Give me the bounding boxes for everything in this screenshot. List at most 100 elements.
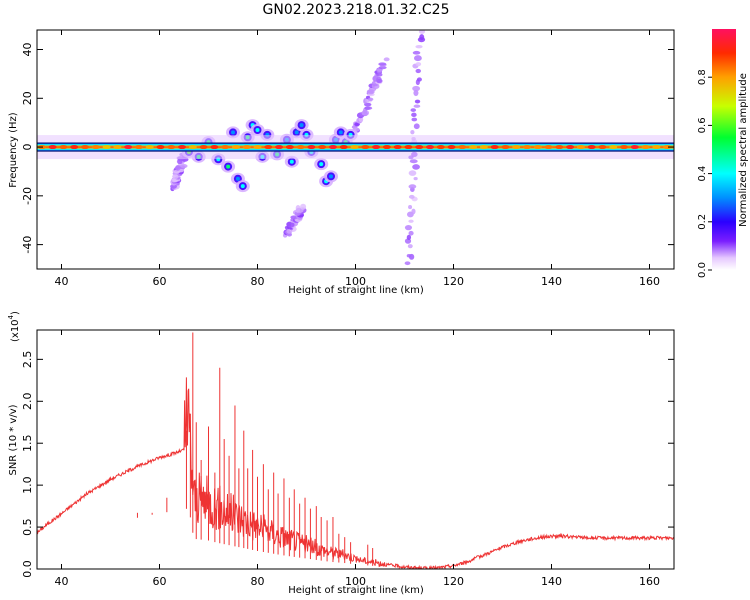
colorbar-gradient [712,29,736,270]
streak-dot [383,57,390,62]
streak-dot [410,130,415,135]
streak-dot [172,174,179,180]
carrier-segment [253,145,262,150]
carrier-segment [188,145,197,150]
x-tick-label: 40 [55,275,69,288]
streak-dot [413,176,418,181]
streak-dot [415,45,423,49]
carrier-segment [124,145,133,150]
streak-dot [354,122,360,127]
snr-xlabel: Height of straight line (km) [288,585,424,596]
streak-dot [376,68,383,72]
blob-core [338,130,343,135]
svg-text:(x104): (x104) [7,311,21,342]
carrier-segment [134,145,143,150]
y-tick-label: 0.0 [21,560,34,578]
carrier-segment [328,145,337,150]
carrier-segment [102,145,111,150]
carrier-segment [566,145,575,150]
x-tick-label: 120 [443,275,464,288]
carrier-segment [156,145,165,150]
colorbar-tick-label: 0.6 [697,117,708,133]
carrier-segment [275,145,284,150]
carrier-segment [598,145,607,150]
carrier-segment [307,145,316,150]
spectrogram-ylabel: Frequency (Hz) [8,112,19,188]
colorbar-tick-label: 0.2 [697,214,708,230]
carrier-segment [425,145,434,150]
y-tick-label: -20 [21,187,34,205]
streak-dot [418,30,426,35]
blob-core [240,184,245,189]
streak-dot [378,62,387,66]
colorbar-label: Normalized spectral amplitude [738,73,749,227]
carrier-segment [469,145,478,150]
blob-core [329,174,333,179]
x-tick-label: 80 [251,275,265,288]
x-tick-label: 140 [541,575,562,588]
streak-dot [413,123,420,130]
carrier-segment [555,145,564,150]
carrier-segment [544,145,553,150]
blob-core [319,162,324,167]
x-tick-label: 60 [153,275,167,288]
carrier-segment [339,145,348,150]
streak-dot [408,170,417,176]
x-tick-label: 40 [55,575,69,588]
carrier-segment [533,145,542,150]
snr-plot-area [37,332,674,569]
colorbar-ticks: 0.0 0.2 0.4 0.6 0.8 [697,69,712,278]
streak-dot [300,203,307,210]
streak-dot [414,55,422,62]
y-tick-label: 40 [21,43,34,57]
blob-core [294,130,299,135]
streak-dot [412,85,421,92]
x-tick-label: 160 [639,575,660,588]
carrier-segment [576,145,585,150]
snr-frame [36,329,675,570]
x-tick-label: 160 [639,275,660,288]
streak-dot [404,261,411,266]
streak-dot [411,112,417,118]
carrier-segment [70,145,79,150]
snr-ylabel: SNR (10 * v/v) [8,404,19,475]
streak-dot [378,65,387,70]
blob-core [231,130,235,135]
colorbar-tick-label: 0.4 [697,166,708,182]
carrier-segment [458,145,467,150]
y-tick-label: 0 [21,144,34,151]
blob-core [235,176,240,181]
streak-dot [415,62,422,67]
snr-line [37,377,674,569]
x-tick-label: 100 [345,575,366,588]
carrier-segment [350,145,359,150]
carrier-segment [393,145,402,150]
spectrogram-panel: 40 60 80 100 120 140 160 -40 -20 0 20 40 Height of … [8,29,675,296]
carrier-segment [436,145,445,150]
streak-dot [367,97,374,102]
y-tick-label: 1.5 [21,434,34,452]
x-tick-label: 140 [541,275,562,288]
blob-core [226,164,231,169]
streak-dot [170,184,177,189]
y-tick-label: 2.5 [21,351,34,369]
streak-dot [406,254,412,258]
y-tick-label: -40 [21,236,34,254]
carrier-segment [296,145,305,150]
blob-core [289,159,294,164]
carrier-segment [91,145,100,150]
carrier-segment [609,145,618,150]
carrier-segment [167,145,176,150]
y-tick-label: 1.0 [21,476,34,494]
streak-dot [364,106,373,110]
spectrogram-xlabel: Height of straight line (km) [288,285,424,296]
streak-dot [414,99,421,104]
carrier-segment [630,145,639,150]
carrier-segment [372,145,381,150]
carrier-segment [382,145,391,150]
carrier-segment [145,145,154,150]
streak-dot [175,165,182,169]
streak-dot [413,104,421,108]
snr-ticks: 40 60 80 100 120 140 160 0.0 0.5 1.0 1.5 2.0 2.5 [21,330,674,588]
x-tick-label: 100 [345,275,366,288]
